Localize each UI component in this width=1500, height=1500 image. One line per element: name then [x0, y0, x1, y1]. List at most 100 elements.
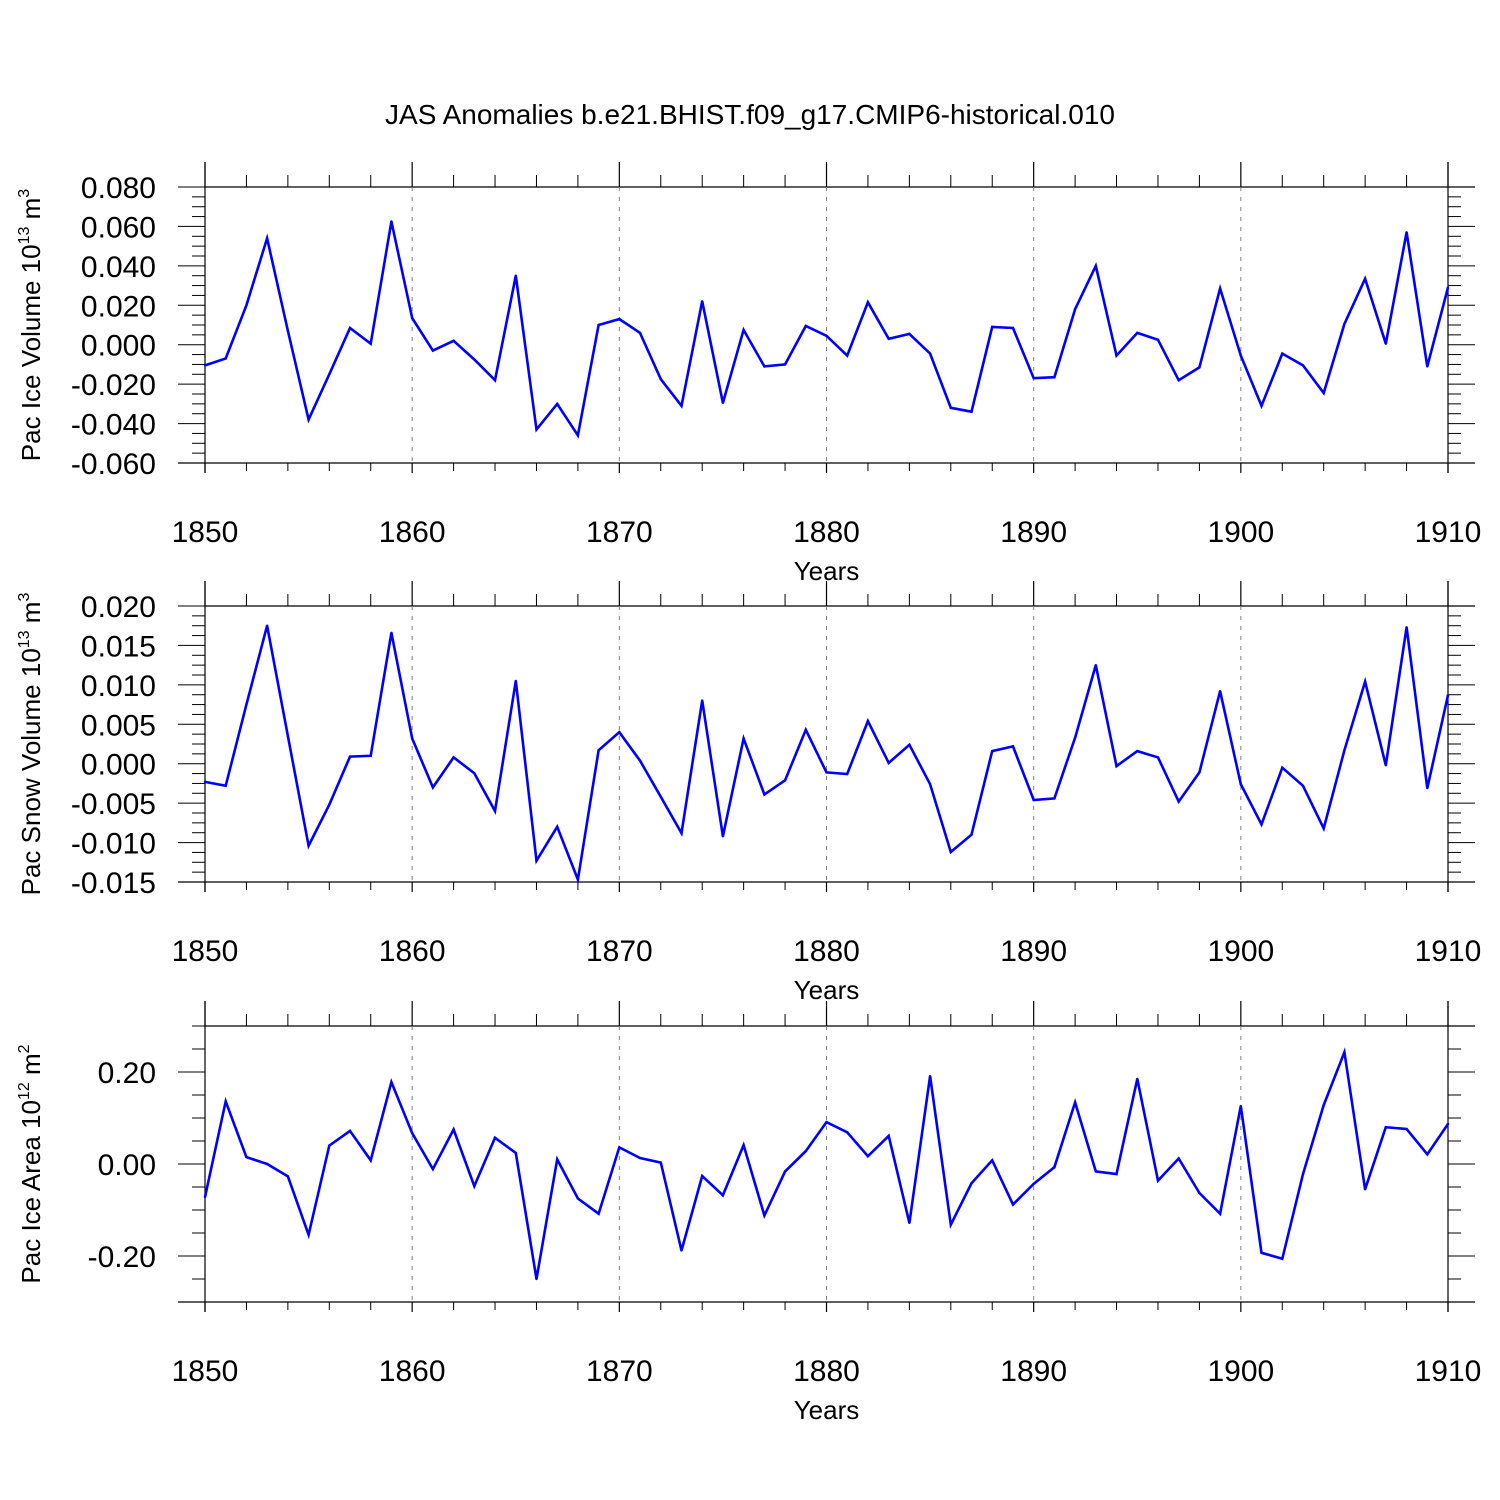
x-tick-label: 1890: [1000, 1355, 1067, 1388]
data-point: [328, 373, 331, 376]
data-point: [265, 1162, 269, 1166]
data-point: [452, 756, 455, 759]
data-point: [369, 754, 372, 758]
x-axis-label: Years: [794, 975, 860, 1005]
data-point: [1446, 693, 1450, 697]
data-point: [493, 379, 497, 382]
data-point: [701, 1174, 704, 1178]
data-point: [680, 404, 683, 408]
x-tick-label: 1880: [793, 516, 860, 549]
data-point: [390, 631, 393, 635]
data-point: [618, 730, 621, 734]
data-point: [887, 1134, 890, 1138]
x-tick-label: 1880: [793, 1355, 860, 1388]
data-point: [1177, 800, 1180, 803]
data-point: [1426, 365, 1429, 368]
y-tick-label: -0.015: [71, 867, 156, 900]
data-point: [825, 771, 828, 774]
x-tick-label: 1900: [1207, 1355, 1274, 1388]
x-tick-label: 1910: [1415, 516, 1482, 549]
data-point: [1363, 1188, 1367, 1191]
x-tick-label: 1900: [1207, 516, 1274, 549]
data-point: [1156, 756, 1160, 759]
y-tick-label: 0.20: [98, 1057, 156, 1090]
data-point: [928, 783, 932, 786]
data-point: [1301, 364, 1305, 367]
y-axis-label: Pac Ice Area 1012 m2: [16, 1044, 46, 1283]
data-point: [742, 328, 745, 332]
data-point: [1239, 783, 1243, 786]
x-tick-label: 1860: [379, 935, 446, 968]
data-point: [742, 1143, 745, 1147]
data-point: [763, 793, 766, 796]
y-tick-label: 0.080: [81, 172, 156, 205]
data-point: [1363, 277, 1367, 280]
y-tick-label: -0.040: [71, 409, 156, 442]
data-point: [1011, 326, 1015, 330]
data-point: [1343, 322, 1346, 326]
data-point: [245, 1155, 248, 1159]
x-tick-label: 1870: [586, 1355, 653, 1388]
data-point: [783, 1170, 787, 1173]
data-point: [431, 786, 435, 789]
data-point: [597, 323, 600, 327]
data-point: [1301, 784, 1305, 787]
data-point: [1260, 823, 1263, 826]
data-point: [286, 734, 290, 738]
data-point: [307, 1233, 310, 1237]
data-point: [473, 771, 476, 775]
data-point: [473, 1184, 476, 1188]
data-point: [701, 699, 704, 702]
data-point: [265, 237, 269, 240]
data-point: [369, 342, 372, 345]
data-point: [245, 703, 248, 706]
data-point: [1405, 626, 1408, 629]
data-point: [783, 779, 787, 782]
data-point: [1115, 354, 1118, 357]
data-point: [369, 1159, 372, 1162]
data-point: [307, 418, 310, 421]
data-point: [1156, 1179, 1160, 1182]
data-point: [1032, 377, 1035, 380]
data-point: [721, 1194, 725, 1197]
data-point: [1094, 264, 1098, 268]
data-point: [265, 624, 269, 627]
data-point: [1198, 1191, 1201, 1195]
data-point: [348, 1129, 352, 1133]
data-point: [1281, 352, 1284, 355]
data-point: [887, 337, 890, 340]
data-point: [804, 1149, 807, 1153]
data-point: [846, 772, 849, 776]
data-point: [783, 363, 787, 366]
x-tick-label: 1850: [172, 935, 239, 968]
data-point: [1260, 1251, 1263, 1254]
data-point: [1322, 1103, 1325, 1107]
data-point: [680, 1249, 683, 1252]
x-tick-label: 1910: [1415, 1355, 1482, 1388]
data-point: [555, 402, 559, 406]
data-point: [949, 406, 952, 409]
y-tick-label: 0.005: [81, 709, 156, 742]
data-point: [638, 1156, 642, 1160]
data-point: [1218, 287, 1222, 290]
data-point: [1053, 797, 1056, 800]
x-tick-label: 1850: [172, 1355, 239, 1388]
data-point: [1198, 771, 1201, 774]
y-tick-label: 0.00: [98, 1149, 156, 1182]
data-point: [1384, 1126, 1388, 1129]
data-point: [1218, 1212, 1222, 1215]
data-point: [431, 349, 435, 352]
data-point: [1218, 689, 1222, 693]
data-point: [1073, 1101, 1077, 1104]
data-point: [1177, 1157, 1180, 1160]
data-point: [949, 850, 952, 854]
data-point: [1260, 404, 1263, 408]
data-point: [908, 743, 911, 746]
data-point: [1094, 1170, 1098, 1173]
data-point: [286, 329, 290, 333]
data-point: [1011, 1203, 1015, 1206]
data-point: [514, 679, 517, 683]
data-point: [307, 844, 310, 847]
data-point: [846, 354, 849, 357]
